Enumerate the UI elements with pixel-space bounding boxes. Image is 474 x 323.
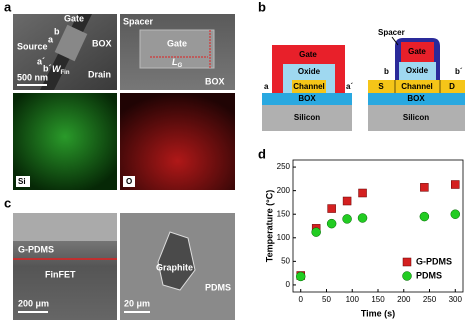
y-tick-label: 100 bbox=[277, 233, 291, 242]
eds-map bbox=[13, 93, 117, 190]
label: W bbox=[52, 64, 62, 74]
data-point bbox=[311, 227, 321, 237]
label: BOX bbox=[92, 38, 112, 48]
label-box bbox=[123, 176, 135, 187]
legend-marker bbox=[402, 271, 412, 281]
data-point bbox=[419, 211, 430, 222]
chart: 0 50 100 150 200 250 300 0 50 100 150 200 250 Time (s… bbox=[264, 159, 464, 318]
y-tick-label: 0 bbox=[286, 280, 291, 289]
x-axis-label: Time (s) bbox=[361, 308, 395, 318]
label: Si bbox=[18, 177, 26, 186]
label: Gate bbox=[408, 47, 426, 56]
y-tick-label: 150 bbox=[277, 209, 291, 218]
panel-letter: d bbox=[258, 146, 266, 161]
label: S bbox=[378, 82, 384, 91]
label: Channel bbox=[401, 82, 433, 91]
label: BOX bbox=[407, 94, 425, 103]
data-point bbox=[295, 271, 306, 282]
x-tick-label: 200 bbox=[397, 295, 411, 304]
label: 500 nm bbox=[17, 72, 48, 82]
x-tick-label: 150 bbox=[371, 295, 385, 304]
data-point bbox=[420, 183, 429, 192]
label: G-PDMS bbox=[18, 244, 54, 254]
label: G bbox=[178, 63, 183, 69]
box-layer bbox=[368, 93, 465, 105]
label: Drain bbox=[88, 69, 111, 79]
label: O bbox=[126, 177, 132, 186]
graphite-flake bbox=[157, 231, 196, 291]
label: BOX bbox=[298, 94, 316, 103]
box-layer bbox=[262, 93, 352, 105]
silicon bbox=[368, 105, 465, 131]
eds-map bbox=[120, 93, 235, 190]
label: FinFET bbox=[45, 269, 76, 279]
data-point bbox=[327, 204, 336, 213]
legend-label: PDMS bbox=[416, 270, 442, 280]
label: b´ bbox=[43, 63, 52, 73]
panel-letter: b bbox=[258, 0, 266, 14]
label: Spacer bbox=[378, 28, 405, 37]
label: Gate bbox=[64, 13, 84, 23]
label: Fin bbox=[61, 70, 70, 76]
x-tick-label: 0 bbox=[299, 295, 304, 304]
label: b´ bbox=[455, 67, 463, 76]
x-tick-label: 100 bbox=[346, 295, 360, 304]
label: Spacer bbox=[123, 16, 154, 26]
label: LG bbox=[172, 57, 183, 68]
label: a bbox=[48, 34, 54, 44]
x-tick-label: 50 bbox=[322, 295, 331, 304]
data-point bbox=[357, 213, 368, 223]
label: Gate bbox=[167, 38, 187, 48]
label: 200 μm bbox=[18, 298, 49, 308]
panel-letter: a bbox=[4, 0, 12, 14]
data-point bbox=[450, 209, 461, 219]
y-tick-label: 50 bbox=[281, 256, 290, 265]
y-tick-label: 200 bbox=[277, 186, 291, 195]
x-tick-label: 300 bbox=[449, 295, 463, 304]
gate-layer bbox=[401, 42, 434, 62]
gpdms-layer bbox=[13, 213, 117, 241]
data-point bbox=[342, 214, 352, 224]
label: L bbox=[172, 57, 178, 67]
label: Channel bbox=[293, 82, 325, 91]
label: Gate bbox=[299, 50, 317, 59]
data-point bbox=[358, 188, 367, 198]
channel-layer bbox=[368, 80, 465, 93]
label: Graphite bbox=[156, 262, 193, 272]
gate-shape bbox=[54, 24, 88, 62]
label: Silicon bbox=[294, 113, 320, 122]
legend-marker bbox=[402, 257, 412, 267]
silicon bbox=[262, 105, 352, 131]
label: Source bbox=[17, 41, 48, 51]
label: Oxide bbox=[406, 66, 429, 75]
legend-label: G-PDMS bbox=[416, 256, 452, 266]
data-point bbox=[342, 196, 352, 206]
label: Oxide bbox=[298, 67, 321, 76]
label: PDMS bbox=[205, 282, 231, 292]
label: b bbox=[54, 26, 60, 36]
x-tick-label: 250 bbox=[423, 295, 437, 304]
channel-layer bbox=[292, 80, 326, 93]
label: WFin bbox=[52, 64, 70, 75]
label: BOX bbox=[205, 76, 225, 86]
y-axis-label: Temperature (°C) bbox=[264, 190, 274, 262]
label: a bbox=[264, 82, 269, 91]
label-box bbox=[16, 176, 30, 187]
data-point bbox=[451, 180, 460, 189]
label: 20 μm bbox=[124, 298, 150, 308]
label: b bbox=[384, 67, 389, 76]
data-point bbox=[326, 218, 337, 229]
y-tick-label: 250 bbox=[277, 162, 291, 171]
oxide-layer bbox=[399, 62, 436, 80]
label: D bbox=[449, 82, 455, 91]
panel-letter: c bbox=[4, 195, 11, 210]
label: a´ bbox=[37, 56, 45, 66]
label: Silicon bbox=[403, 113, 429, 122]
arrow bbox=[391, 36, 399, 46]
label: a´ bbox=[346, 82, 353, 91]
gate-shape bbox=[139, 29, 215, 69]
